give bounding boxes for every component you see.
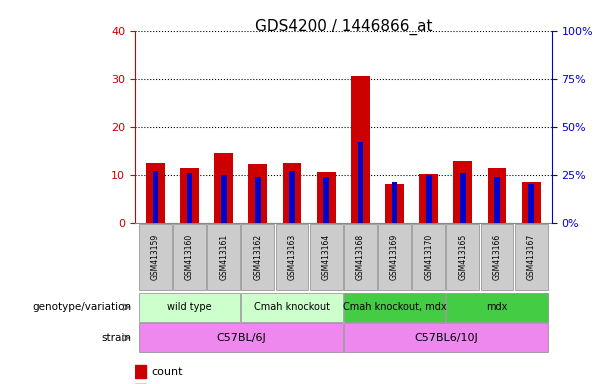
Text: GSM413159: GSM413159 <box>151 234 160 280</box>
Text: count: count <box>152 366 183 377</box>
Text: GSM413168: GSM413168 <box>356 234 365 280</box>
Text: GSM413165: GSM413165 <box>459 234 467 280</box>
Bar <box>324 177 329 223</box>
Bar <box>357 142 363 223</box>
Bar <box>215 153 233 223</box>
Text: C57BL/6J: C57BL/6J <box>216 333 265 343</box>
Bar <box>255 177 261 223</box>
FancyBboxPatch shape <box>310 224 343 290</box>
Text: GSM413162: GSM413162 <box>253 234 262 280</box>
Text: GSM413164: GSM413164 <box>322 234 330 280</box>
Bar <box>146 163 165 223</box>
Text: GSM413169: GSM413169 <box>390 234 399 280</box>
FancyBboxPatch shape <box>242 293 343 322</box>
Bar <box>289 171 295 223</box>
Text: GSM413163: GSM413163 <box>287 234 297 280</box>
FancyBboxPatch shape <box>207 224 240 290</box>
FancyBboxPatch shape <box>344 323 547 353</box>
Bar <box>135 365 146 378</box>
Text: GSM413161: GSM413161 <box>219 234 228 280</box>
Text: GSM413167: GSM413167 <box>527 234 536 280</box>
FancyBboxPatch shape <box>378 224 411 290</box>
Bar <box>522 182 541 223</box>
Bar <box>454 161 472 223</box>
Text: genotype/variation: genotype/variation <box>32 302 132 312</box>
FancyBboxPatch shape <box>515 224 547 290</box>
Text: mdx: mdx <box>486 302 508 312</box>
FancyBboxPatch shape <box>344 224 377 290</box>
Bar <box>426 175 432 223</box>
Bar <box>180 167 199 223</box>
FancyBboxPatch shape <box>446 293 547 322</box>
Bar <box>385 184 404 223</box>
FancyBboxPatch shape <box>413 224 445 290</box>
Bar <box>351 76 370 223</box>
Bar <box>460 173 466 223</box>
Bar <box>392 182 397 223</box>
FancyBboxPatch shape <box>139 293 240 322</box>
Bar <box>153 171 158 223</box>
Bar <box>187 173 192 223</box>
Bar <box>494 177 500 223</box>
Text: GSM413166: GSM413166 <box>492 234 501 280</box>
Bar <box>283 163 302 223</box>
FancyBboxPatch shape <box>481 224 514 290</box>
Text: GDS4200 / 1446866_at: GDS4200 / 1446866_at <box>254 19 432 35</box>
Text: Cmah knockout, mdx: Cmah knockout, mdx <box>343 302 446 312</box>
FancyBboxPatch shape <box>139 323 343 353</box>
Bar <box>248 164 267 223</box>
Text: Cmah knockout: Cmah knockout <box>254 302 330 312</box>
Bar <box>221 175 227 223</box>
Bar <box>528 184 534 223</box>
Bar <box>419 174 438 223</box>
Bar <box>317 172 335 223</box>
FancyBboxPatch shape <box>139 224 172 290</box>
FancyBboxPatch shape <box>242 224 274 290</box>
Text: GSM413170: GSM413170 <box>424 234 433 280</box>
Text: strain: strain <box>102 333 132 343</box>
FancyBboxPatch shape <box>446 224 479 290</box>
Text: C57BL6/10J: C57BL6/10J <box>414 333 478 343</box>
Text: wild type: wild type <box>167 302 212 312</box>
FancyBboxPatch shape <box>344 293 445 322</box>
FancyBboxPatch shape <box>173 224 206 290</box>
Bar <box>487 167 506 223</box>
FancyBboxPatch shape <box>276 224 308 290</box>
Text: GSM413160: GSM413160 <box>185 234 194 280</box>
